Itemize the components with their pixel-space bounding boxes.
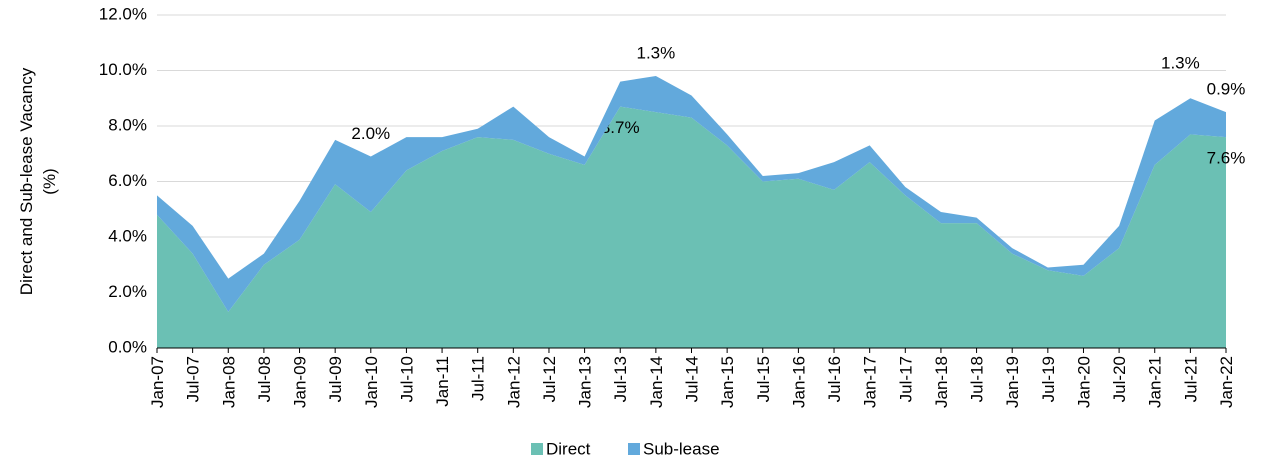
y-tick-label: 0.0%	[108, 337, 147, 356]
x-tick-label: Jan-17	[861, 356, 880, 408]
x-tick-label: Jan-22	[1217, 356, 1236, 408]
data-label: 7.6%	[1207, 149, 1246, 168]
area-1	[157, 76, 1226, 312]
y-axis-label-line: (%)	[40, 168, 59, 194]
y-tick-label: 4.0%	[108, 226, 147, 245]
x-tick-label: Jan-09	[291, 356, 310, 408]
x-tick-label: Jul-17	[896, 356, 915, 402]
x-tick-label: Jul-14	[683, 356, 702, 402]
legend-label: Sub-lease	[643, 439, 720, 458]
x-tick-label: Jul-16	[825, 356, 844, 402]
x-tick-label: Jul-07	[184, 356, 203, 402]
legend-swatch	[531, 443, 543, 455]
y-tick-label: 2.0%	[108, 282, 147, 301]
legend-swatch	[628, 443, 640, 455]
x-tick-label: Jan-13	[576, 356, 595, 408]
x-tick-label: Jul-08	[255, 356, 274, 402]
x-tick-label: Jan-19	[1003, 356, 1022, 408]
x-tick-label: Jan-20	[1074, 356, 1093, 408]
x-tick-label: Jan-12	[504, 356, 523, 408]
x-tick-label: Jan-10	[362, 356, 381, 408]
x-tick-label: Jan-11	[433, 356, 452, 407]
x-tick-label: Jul-13	[611, 356, 630, 402]
data-label: 8.7%	[601, 118, 640, 137]
x-tick-label: Jan-15	[718, 356, 737, 408]
y-tick-label: 10.0%	[99, 60, 147, 79]
y-tick-label: 8.0%	[108, 115, 147, 134]
x-tick-label: Jul-20	[1110, 356, 1129, 402]
y-tick-label: 6.0%	[108, 171, 147, 190]
legend-label: Direct	[546, 439, 591, 458]
data-label: 0.9%	[1207, 80, 1246, 99]
x-tick-label: Jan-16	[789, 356, 808, 408]
x-tick-label: Jan-21	[1146, 356, 1165, 408]
x-tick-label: Jul-15	[754, 356, 773, 402]
data-label: 2.0%	[351, 124, 390, 143]
x-tick-label: Jan-14	[647, 356, 666, 408]
data-label: 1.3%	[636, 44, 675, 63]
data-label: 1.3%	[1161, 54, 1200, 73]
x-tick-label: Jul-21	[1181, 356, 1200, 402]
x-tick-label: Jan-07	[148, 356, 167, 408]
y-tick-label: 12.0%	[99, 4, 147, 23]
area-0	[157, 106, 1226, 348]
x-tick-label: Jul-09	[326, 356, 345, 402]
y-axis-label-line: Direct and Sub-lease Vacancy	[17, 67, 36, 295]
x-tick-label: Jul-19	[1039, 356, 1058, 402]
x-tick-label: Jul-11	[469, 356, 488, 401]
y-axis-label: Direct and Sub-lease Vacancy (%)	[17, 67, 59, 295]
x-tick-label: Jul-10	[397, 356, 416, 402]
x-tick-label: Jan-08	[219, 356, 238, 408]
x-tick-label: Jul-18	[968, 356, 987, 402]
x-tick-label: Jan-18	[932, 356, 951, 408]
x-tick-label: Jul-12	[540, 356, 559, 402]
